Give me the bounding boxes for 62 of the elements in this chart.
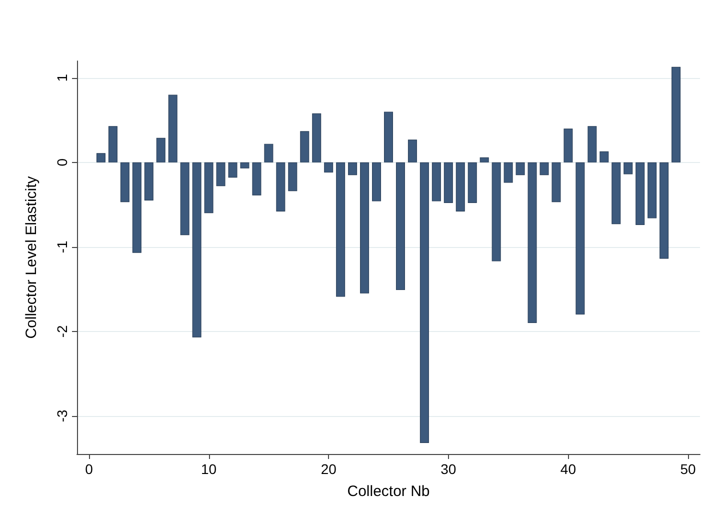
bar xyxy=(240,162,250,168)
bar xyxy=(264,144,274,162)
bar xyxy=(552,162,561,202)
x-axis-title: Collector Nb xyxy=(347,483,430,500)
bar xyxy=(132,162,142,253)
bar xyxy=(648,162,657,218)
bar xyxy=(540,162,549,176)
bar xyxy=(168,94,178,162)
bar xyxy=(408,140,417,162)
bar xyxy=(516,162,525,176)
bar xyxy=(252,162,262,196)
bar xyxy=(396,162,405,290)
bar xyxy=(444,162,453,203)
bar xyxy=(312,113,322,162)
bar xyxy=(492,162,501,262)
bar xyxy=(612,162,621,224)
bar xyxy=(480,157,489,162)
bar xyxy=(276,162,286,212)
bar xyxy=(576,162,585,315)
bar xyxy=(156,138,166,162)
bar xyxy=(144,162,154,200)
x-tick-label: 0 xyxy=(85,461,94,477)
bar xyxy=(204,162,214,214)
bar xyxy=(372,162,382,202)
y-axis-title: Collector Level Elasticity xyxy=(23,176,40,339)
bar xyxy=(564,128,573,162)
x-tick-label: 10 xyxy=(201,461,217,477)
y-tick-label: -2 xyxy=(54,325,70,338)
bar xyxy=(660,162,669,259)
bar xyxy=(192,162,202,338)
bar xyxy=(420,162,429,444)
bar xyxy=(588,126,597,162)
bar xyxy=(216,162,226,186)
bar xyxy=(528,162,537,323)
y-tick-label: 1 xyxy=(54,74,70,82)
y-tick-label: -1 xyxy=(54,240,70,254)
bar xyxy=(288,162,298,192)
bar xyxy=(108,126,118,162)
y-tick-label: -3 xyxy=(54,410,70,422)
bar xyxy=(384,112,393,162)
bar xyxy=(360,162,370,294)
bar xyxy=(180,162,190,236)
bar xyxy=(504,162,513,183)
bar xyxy=(636,162,645,225)
bar xyxy=(468,162,477,203)
bar xyxy=(432,162,441,202)
bar xyxy=(324,162,334,173)
x-tick-label: 50 xyxy=(680,461,696,477)
x-tick-label: 30 xyxy=(440,461,456,477)
bar xyxy=(336,162,346,297)
bar xyxy=(348,162,358,176)
bar xyxy=(120,162,130,202)
x-tick-label: 40 xyxy=(560,461,576,477)
y-tick-label: 0 xyxy=(54,158,70,166)
bar xyxy=(456,162,465,212)
x-tick-label: 20 xyxy=(320,461,337,477)
bar xyxy=(624,162,633,174)
bar xyxy=(300,131,310,162)
bar xyxy=(672,66,681,162)
bar xyxy=(600,151,609,162)
bar xyxy=(228,162,238,178)
bar xyxy=(96,153,106,162)
